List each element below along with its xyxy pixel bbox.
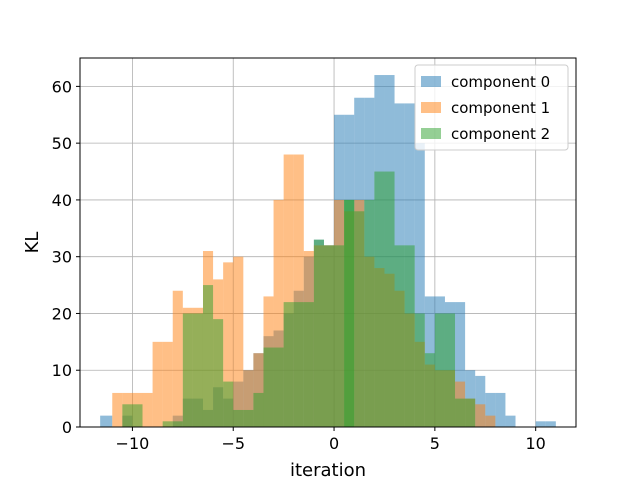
histogram-bar [263, 347, 274, 427]
histogram-bar [172, 290, 183, 427]
histogram-bar [233, 409, 244, 427]
histogram-bar [334, 245, 345, 427]
histogram-bar [152, 341, 163, 427]
histogram-bar [273, 347, 284, 427]
histogram-bar [444, 313, 456, 427]
histogram-bar [112, 392, 123, 427]
histogram-bar [132, 404, 143, 427]
histogram-bar [313, 239, 324, 427]
histogram-bar [394, 245, 405, 427]
plot-frame [79, 57, 577, 428]
x-tick-label: −10 [116, 434, 150, 453]
legend-swatch [421, 128, 441, 139]
x-tick-label: 5 [430, 434, 440, 453]
histogram-bar [485, 415, 496, 427]
histogram-bar [455, 398, 466, 427]
histogram-bar [142, 392, 153, 427]
axis-ticks: −10 −5 0 5 10 0 10 20 30 40 50 60 [52, 77, 546, 453]
series-2-bars [122, 171, 476, 427]
histogram-bar [323, 245, 335, 427]
histogram-bars [100, 75, 556, 428]
y-axis-label: KL [22, 232, 43, 254]
x-axis-label: iteration [290, 460, 366, 480]
histogram-bar [202, 285, 214, 427]
y-tick-label: 50 [52, 134, 72, 153]
histogram-bar [253, 353, 264, 427]
x-tick-label: −5 [221, 434, 245, 453]
histogram-bar [384, 171, 395, 427]
histogram-bar [283, 154, 294, 427]
legend-label: component 2 [451, 125, 550, 143]
histogram-bar [243, 409, 254, 427]
histogram-bar [455, 302, 466, 427]
legend: component 0 component 1 component 2 [414, 64, 569, 151]
histogram-bar [223, 381, 234, 427]
histogram-bar [172, 421, 183, 427]
legend-swatch [421, 76, 441, 87]
legend-swatch [421, 102, 441, 113]
histogram-bar [293, 154, 304, 427]
histogram-bar [545, 421, 556, 427]
histogram-bar [253, 392, 264, 427]
histogram-bar [475, 404, 486, 427]
legend-label: component 1 [451, 99, 550, 117]
histogram-bar [192, 313, 203, 427]
y-tick-label: 10 [52, 361, 72, 380]
y-tick-label: 30 [52, 248, 72, 267]
histogram-bar [303, 302, 314, 427]
y-tick-label: 0 [62, 418, 72, 437]
histogram-bar [374, 171, 385, 427]
legend-box [414, 64, 569, 151]
histogram-bar [283, 302, 294, 427]
histogram-bar [223, 262, 234, 427]
y-tick-label: 20 [52, 304, 72, 323]
histogram-bar [485, 392, 496, 427]
x-tick-label: 10 [525, 434, 545, 453]
legend-label: component 0 [451, 73, 550, 91]
x-tick-label: 0 [329, 434, 339, 453]
histogram-bar [535, 421, 546, 427]
histogram-bar [344, 199, 355, 427]
histogram-bar [475, 375, 486, 427]
histogram-bar [213, 319, 224, 427]
histogram-bar [100, 415, 113, 427]
y-tick-label: 40 [52, 191, 72, 210]
histogram-bar [414, 143, 425, 427]
histogram-bar [182, 313, 193, 427]
histogram-bar [162, 341, 173, 427]
histogram-bar [404, 245, 415, 427]
y-tick-label: 60 [52, 77, 72, 96]
histogram-bar [465, 398, 476, 427]
histogram-bar [414, 313, 425, 427]
histogram-bar [505, 415, 516, 427]
histogram-bar [273, 199, 284, 427]
histogram-bar [162, 421, 173, 427]
histogram-bar [434, 313, 445, 427]
histogram-bar [293, 302, 304, 427]
histogram-bar [354, 211, 365, 427]
histogram-bar [364, 199, 375, 427]
histogram-bar [122, 404, 133, 427]
histogram-bar [233, 256, 244, 427]
histogram-bar [495, 392, 506, 427]
histogram-bar [243, 370, 254, 427]
histogram-bar [424, 353, 435, 427]
